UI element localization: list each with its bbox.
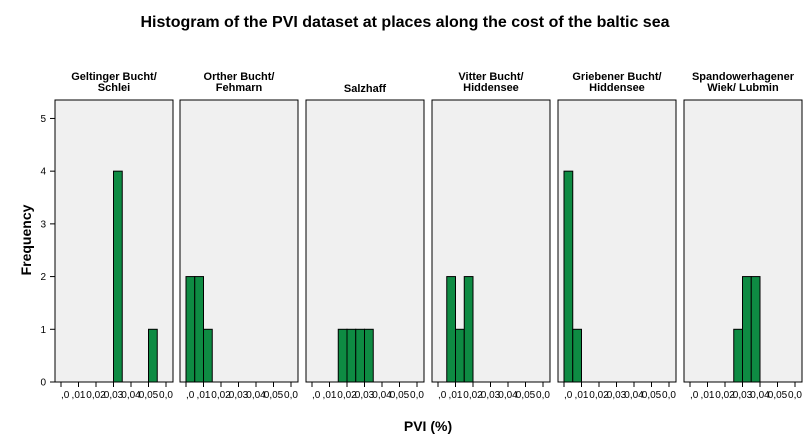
x-tick-label: ,0 — [438, 390, 447, 401]
histogram-bar — [148, 328, 158, 383]
x-tick-label: 0,0 — [662, 390, 676, 401]
histogram-bar — [446, 276, 456, 383]
y-tick-label: 0 — [40, 378, 46, 389]
histogram-bar — [355, 328, 365, 383]
x-tick-label: 0,05 — [768, 390, 788, 401]
x-tick-label: ,01 — [701, 390, 715, 401]
x-tick-label: 0,02 — [211, 390, 231, 401]
panel-title: Hiddensee — [589, 82, 645, 94]
panel-title: Fehmarn — [216, 82, 263, 94]
y-axis: 0 1 2 3 4 5 — [40, 114, 55, 389]
histogram-bar — [563, 170, 574, 383]
x-tick-label: 0,05 — [516, 390, 536, 401]
x-tick-label: 0,03 — [481, 390, 501, 401]
panel-title: Vitter Bucht/ — [458, 71, 523, 83]
x-tick-label: 0,05 — [139, 390, 159, 401]
x-tick-label: 0,03 — [607, 390, 627, 401]
panel-title: Griebener Bucht/ — [572, 71, 661, 83]
x-tick-label: 0,02 — [337, 390, 357, 401]
facet-panels: Geltinger Bucht/Schlei,0,01 0,020,030,040… — [54, 71, 803, 401]
x-tick-label: 0,02 — [463, 390, 483, 401]
x-tick-label: 0,03 — [355, 390, 375, 401]
y-tick-label: 5 — [40, 114, 46, 125]
x-tick-label: 0,04 — [624, 390, 644, 401]
x-tick-label: 0,0 — [159, 390, 173, 401]
histogram-bar — [733, 328, 743, 383]
panel-title: Wiek/ Lubmin — [707, 82, 779, 94]
x-tick-label: ,0 — [690, 390, 699, 401]
histogram-bar — [185, 276, 196, 383]
facet-panel: Salzhaff ,0,01 0,020,030,040,05 0,0 — [305, 83, 425, 401]
x-tick-label: 0,04 — [498, 390, 518, 401]
y-tick-label: 3 — [40, 219, 46, 230]
y-tick-label: 4 — [40, 167, 46, 178]
histogram-bar — [203, 328, 213, 383]
x-axis-title: PVI (%) — [404, 418, 452, 434]
x-tick-label: ,0 — [61, 390, 70, 401]
x-tick-label: 0,03 — [733, 390, 753, 401]
histogram-bar — [455, 328, 465, 383]
panel-title: Spandowerhagener — [692, 71, 795, 83]
panel-title: Geltinger Bucht/ — [71, 71, 157, 83]
facet-panel: Vitter Bucht/Hiddensee,0,01 0,020,030,040… — [431, 71, 551, 401]
x-tick-label: 0,0 — [284, 390, 298, 401]
panel-title: Schlei — [98, 82, 130, 94]
x-tick-label: ,01 — [197, 390, 211, 401]
x-tick-label: 0,04 — [372, 390, 392, 401]
x-tick-label: 0,02 — [589, 390, 609, 401]
histogram-bar — [337, 328, 348, 383]
x-tick-label: 0,0 — [788, 390, 802, 401]
x-tick-label: ,0 — [312, 390, 321, 401]
x-tick-label: 0,05 — [264, 390, 284, 401]
histogram-bar — [463, 276, 474, 383]
x-tick-label: 0,04 — [246, 390, 266, 401]
facet-panel: Griebener Bucht/Hiddensee,0,01 0,020,030,… — [557, 71, 677, 401]
x-tick-label: 0,03 — [104, 390, 124, 401]
x-tick-label: 0,0 — [536, 390, 550, 401]
x-tick-label: ,0 — [186, 390, 195, 401]
histogram-bar — [364, 328, 374, 383]
y-tick-label: 2 — [40, 272, 46, 283]
histogram-bar — [346, 328, 357, 383]
facet-panel: Orther Bucht/Fehmarn,0,01 0,020,030,040,0… — [179, 71, 299, 401]
facet-panel: Geltinger Bucht/Schlei,0,01 0,020,030,040… — [54, 71, 174, 401]
y-tick-label: 1 — [40, 325, 46, 336]
histogram-bar — [113, 170, 123, 383]
x-tick-label: 0,0 — [410, 390, 424, 401]
histogram-bar — [750, 276, 761, 383]
histogram-bar — [572, 328, 582, 383]
chart-title: Histogram of the PVI dataset at places a… — [140, 14, 669, 31]
panel-title: Salzhaff — [344, 83, 387, 95]
x-tick-label: ,01 — [72, 390, 86, 401]
panel-title: Hiddensee — [463, 82, 519, 94]
x-tick-label: 0,04 — [121, 390, 141, 401]
x-tick-label: 0,05 — [642, 390, 662, 401]
x-tick-label: ,0 — [564, 390, 573, 401]
histogram-bar — [742, 276, 752, 383]
x-tick-label: 0,04 — [750, 390, 770, 401]
panel-title: Orther Bucht/ — [204, 71, 275, 83]
x-tick-label: 0,05 — [390, 390, 410, 401]
x-tick-label: ,01 — [575, 390, 589, 401]
y-axis-title: Frequency — [18, 204, 34, 275]
x-tick-label: 0,02 — [86, 390, 106, 401]
histogram-bar — [194, 276, 204, 383]
x-tick-label: 0,02 — [715, 390, 735, 401]
x-tick-label: 0,03 — [229, 390, 249, 401]
x-tick-label: ,01 — [323, 390, 337, 401]
x-tick-label: ,01 — [449, 390, 463, 401]
